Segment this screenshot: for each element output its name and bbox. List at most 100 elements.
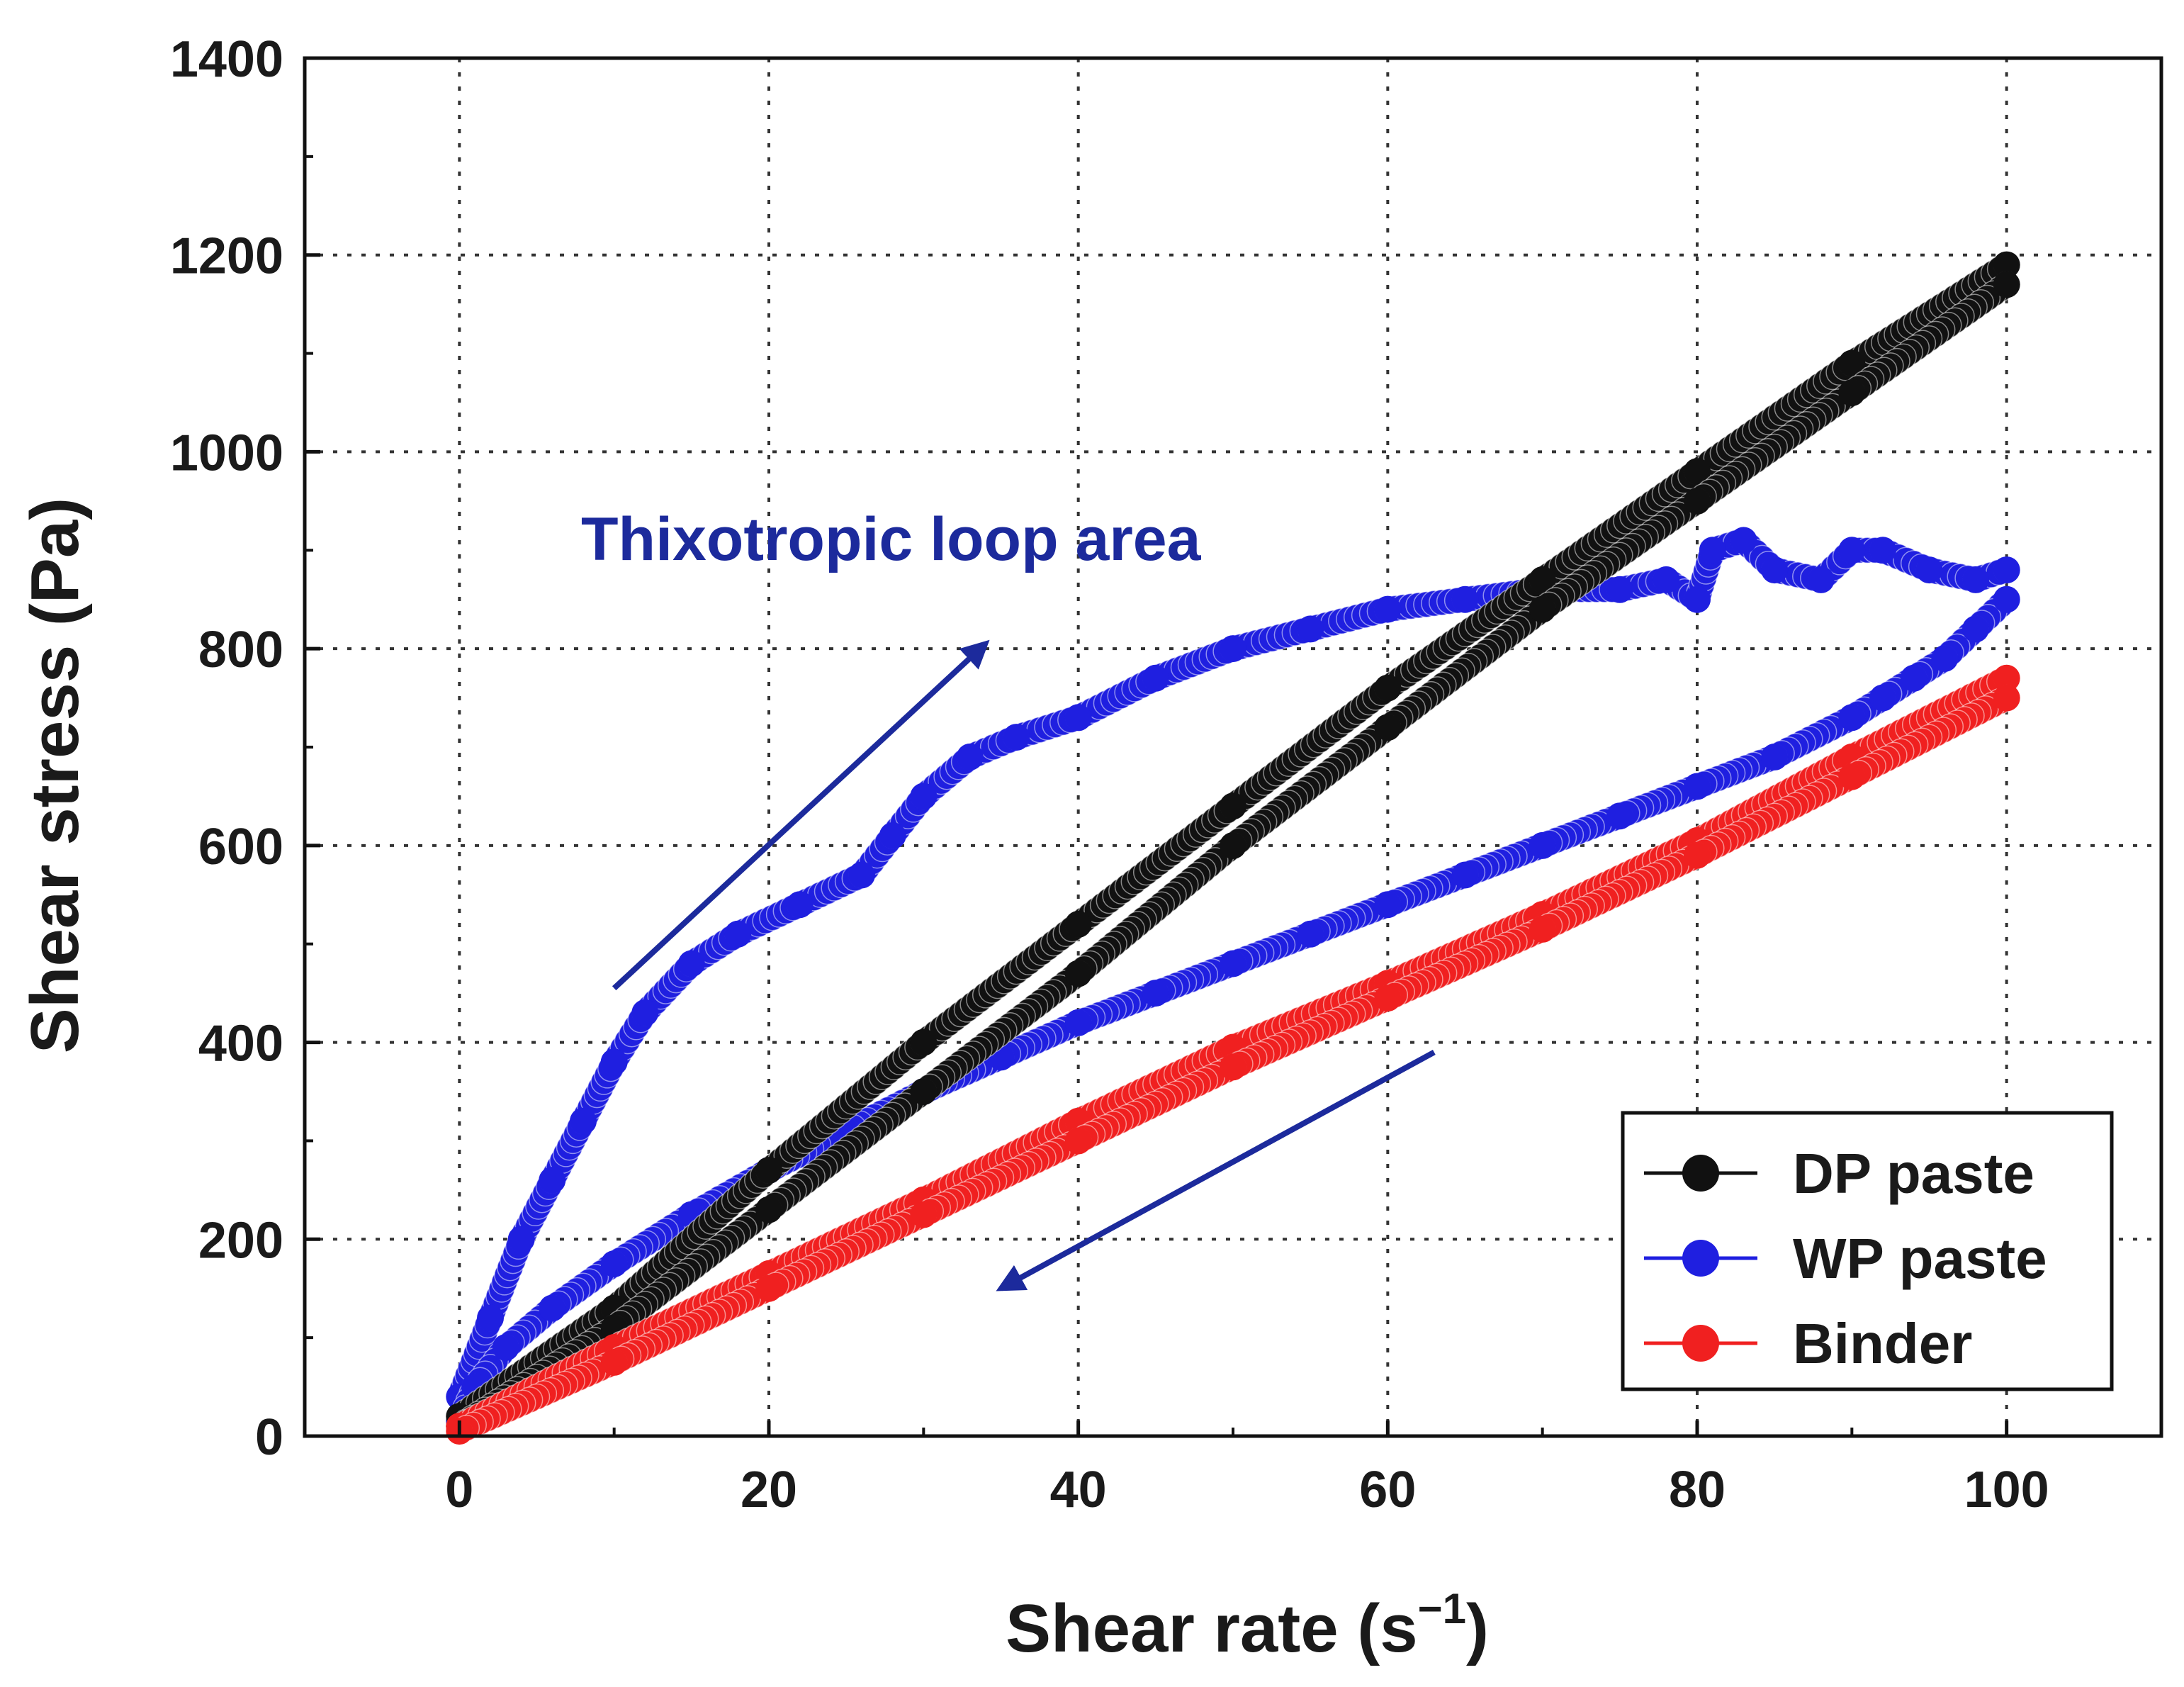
data-point (570, 1107, 597, 1135)
legend-label-2: Binder (1793, 1312, 1972, 1375)
x-tick-label-1: 20 (741, 1462, 797, 1518)
data-point (539, 1167, 566, 1194)
data-point (1761, 743, 1789, 770)
data-point (755, 1157, 782, 1184)
data-point (1931, 645, 1959, 672)
data-point (786, 891, 814, 919)
x-axis-title-main: Shear rate (s (1006, 1591, 1418, 1666)
legend: DP paste WP paste Binder (1621, 1111, 2114, 1391)
data-point (539, 1294, 566, 1322)
data-point (1529, 595, 1556, 623)
data-point (1684, 773, 1711, 800)
data-point (1684, 458, 1711, 486)
data-point (910, 1078, 938, 1105)
x-tick-label-2: 40 (1050, 1462, 1107, 1518)
data-point (1374, 714, 1402, 741)
data-point (1838, 537, 1866, 564)
data-point (600, 1250, 628, 1277)
data-point (1297, 920, 1324, 948)
data-point (956, 743, 984, 770)
data-point (755, 1196, 782, 1223)
data-point (1915, 556, 1943, 584)
data-point (1962, 566, 1989, 593)
data-point (1684, 585, 1711, 613)
data-point (910, 1201, 938, 1228)
data-point (1606, 576, 1633, 603)
data-point (1993, 684, 2020, 712)
loop-arrow-0 (612, 639, 990, 991)
data-point (1653, 566, 1680, 593)
data-point (1993, 271, 2020, 298)
data-point (600, 1048, 628, 1076)
data-point (1220, 792, 1246, 820)
data-point (848, 861, 875, 889)
x-axis-title-close: ) (1466, 1591, 1489, 1666)
data-point (1064, 960, 1092, 987)
legend-marker-2 (1682, 1325, 1719, 1362)
data-point (677, 950, 705, 977)
data-point (477, 1304, 504, 1332)
data-point (910, 783, 938, 810)
series-binder (446, 664, 2020, 1445)
thixotropic-annotation: Thixotropic loop area (581, 505, 1202, 573)
data-point (1529, 831, 1556, 859)
x-tick-label-5: 100 (1964, 1462, 2049, 1518)
data-point (1838, 763, 1866, 790)
data-point (1869, 537, 1896, 564)
data-point (1962, 615, 1989, 643)
data-point (1529, 566, 1556, 593)
annotation-arrows (612, 639, 1436, 1291)
data-point (1993, 251, 2020, 279)
data-point (1993, 556, 2020, 584)
data-point (1684, 841, 1711, 869)
data-point (1064, 1009, 1092, 1036)
x-tick-label-3: 60 (1359, 1462, 1416, 1518)
data-point (1297, 615, 1324, 643)
data-point (1684, 487, 1711, 515)
data-point (910, 1029, 938, 1056)
data-point (1838, 379, 1866, 407)
x-axis-title-superscript: −1 (1418, 1585, 1466, 1632)
data-point (1064, 704, 1092, 732)
x-tick-label-4: 80 (1669, 1462, 1726, 1518)
data-point (1374, 595, 1402, 623)
data-point (1730, 527, 1757, 554)
data-point (1374, 674, 1402, 702)
y-tick-label-1: 200 (198, 1212, 283, 1269)
y-tick-label-6: 1200 (170, 228, 283, 285)
data-point (1220, 635, 1246, 663)
data-point (755, 1274, 782, 1302)
data-point (724, 920, 752, 948)
y-tick-label-3: 600 (198, 819, 283, 875)
data-point (1606, 802, 1633, 830)
data-point (1869, 684, 1896, 712)
data-point (1699, 537, 1726, 564)
data-point (1838, 704, 1866, 732)
y-tick-label-2: 400 (198, 1016, 283, 1072)
data-point (1142, 980, 1169, 1007)
data-point (1003, 724, 1030, 751)
data-point (1993, 664, 2020, 692)
data-point (1451, 585, 1479, 613)
data-point (1220, 831, 1246, 859)
data-point (507, 1226, 535, 1253)
y-tick-label-7: 1400 (170, 31, 283, 88)
x-axis-title: Shear rate (s−1) (1006, 1585, 1489, 1666)
data-point (1374, 891, 1402, 919)
y-axis-title: Shear stress (Pa) (17, 498, 93, 1053)
legend-marker-0 (1682, 1155, 1719, 1192)
legend-label-1: WP paste (1793, 1227, 2047, 1290)
x-tick-label-0: 0 (445, 1462, 473, 1518)
loop-arrow-1 (996, 1049, 1436, 1291)
data-point (1451, 861, 1479, 889)
data-point (600, 1348, 628, 1376)
data-point (879, 822, 906, 849)
data-point (1064, 910, 1092, 938)
data-point (1220, 1053, 1246, 1081)
data-point (1220, 950, 1246, 977)
y-tick-label-5: 1000 (170, 425, 283, 481)
data-point (1064, 1127, 1092, 1155)
legend-marker-1 (1682, 1240, 1719, 1277)
